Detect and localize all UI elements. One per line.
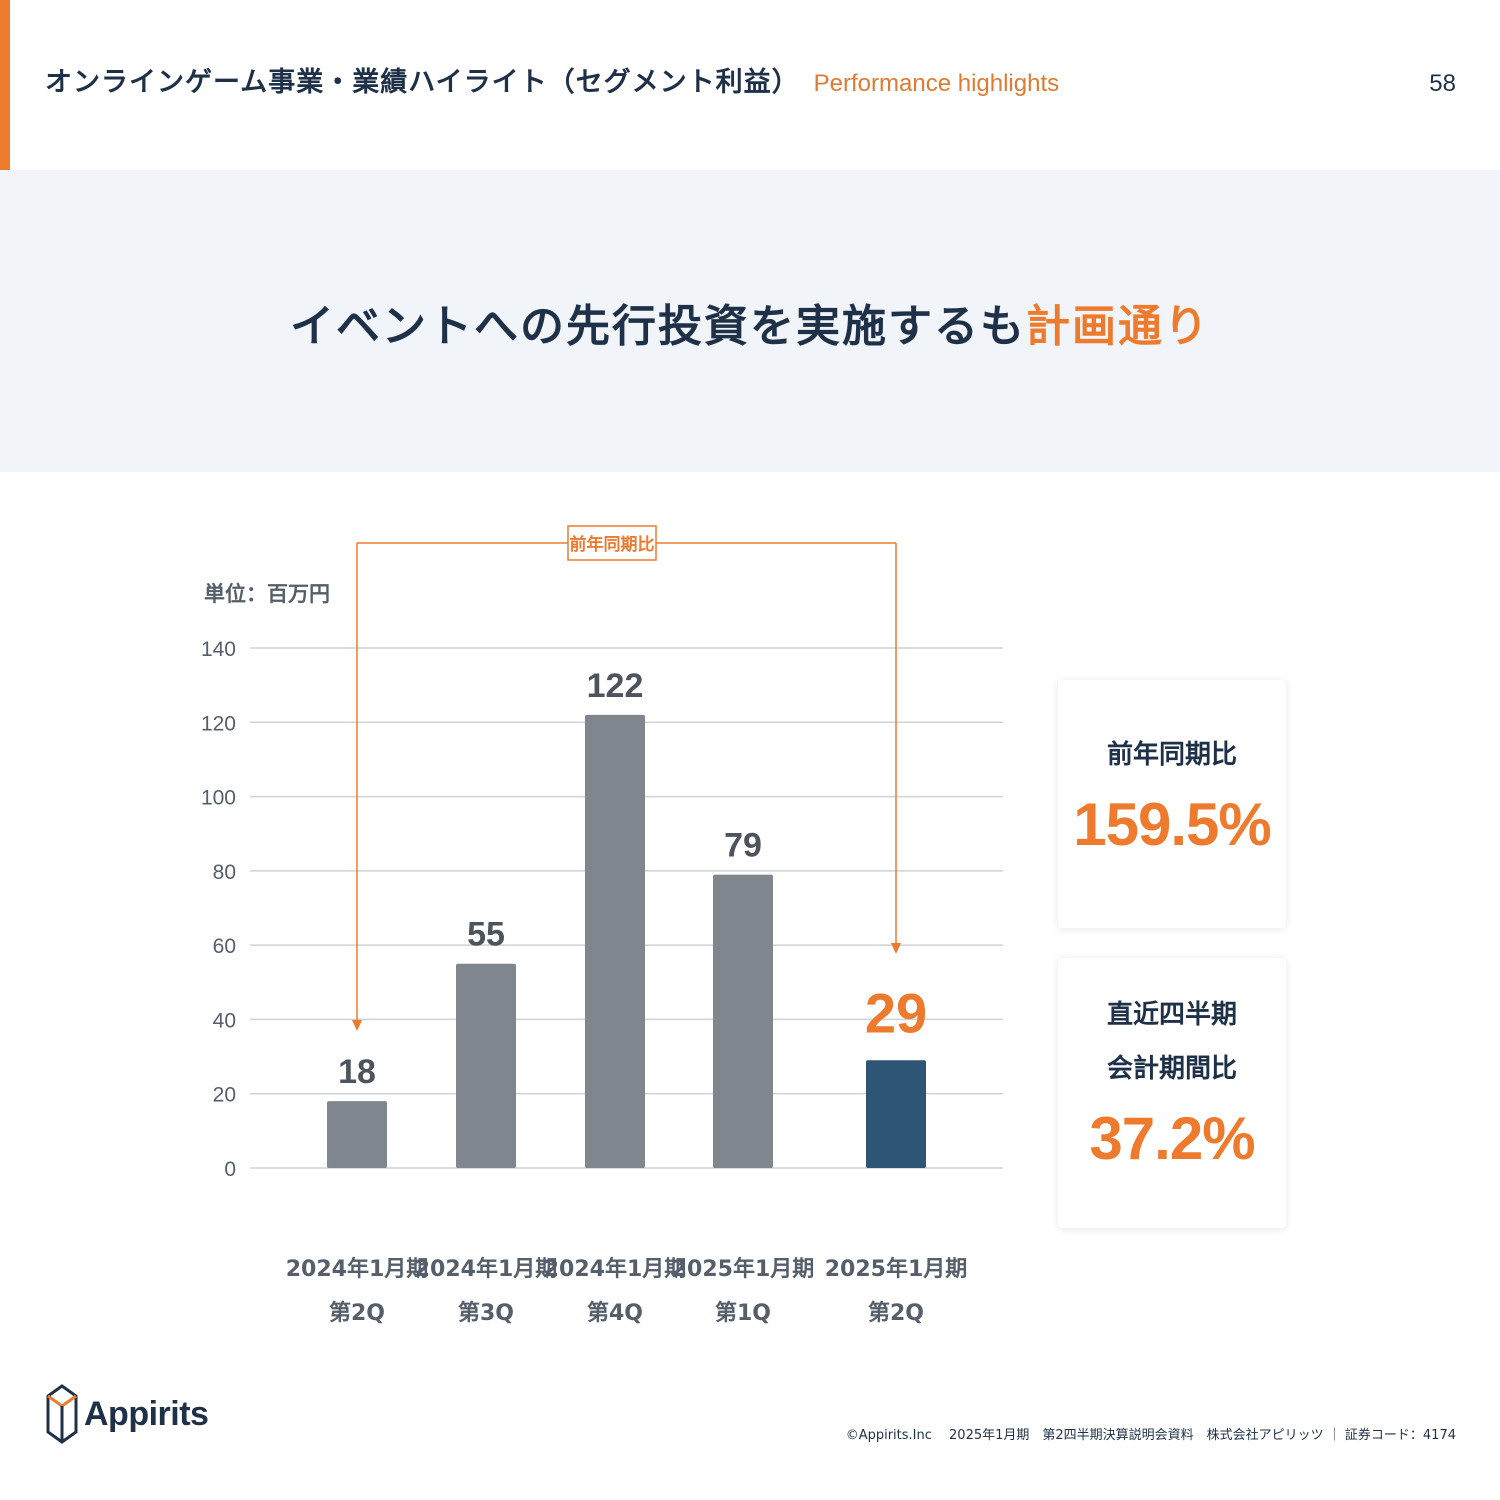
headline-main: イベントへの先行投資を実施するも xyxy=(290,301,1026,352)
x-tick-label: 第2Q xyxy=(329,1300,385,1326)
x-tick-label: 2025年1月期 xyxy=(672,1256,815,1282)
kpi-qoq-value: 37.2% xyxy=(1089,1105,1255,1172)
y-tick-label: 40 xyxy=(213,1009,236,1032)
bar xyxy=(456,963,516,1168)
annotation-label: 前年同期比 xyxy=(570,534,655,555)
kpi-qoq-label-line2: 会計期間比 xyxy=(1106,1054,1237,1084)
x-tick-label: 第4Q xyxy=(587,1300,643,1326)
bar xyxy=(585,714,645,1168)
kpi-yoy-label: 前年同期比 xyxy=(1106,740,1237,770)
page-subtitle: Performance highlights xyxy=(813,70,1060,97)
page-number: 58 xyxy=(1429,70,1456,97)
unit-label: 単位：百万円 xyxy=(204,582,330,606)
x-tick-label: 2024年1月期 xyxy=(286,1256,429,1282)
bar-value-label: 79 xyxy=(724,827,762,865)
y-tick-label: 100 xyxy=(201,787,236,810)
x-tick-label: 第3Q xyxy=(458,1300,514,1326)
copyright: ©Appirits.Inc 2025年1月期 第2四半期決算説明会資料 株式会社… xyxy=(845,1428,1456,1443)
x-tick-label: 2025年1月期 xyxy=(825,1256,968,1282)
segment-profit-chart: 単位：百万円 0 20 40 60 80 100 120 140 18 2024年1月期 第2Q 55… xyxy=(0,500,1040,1360)
bar-value-label: 55 xyxy=(467,916,505,954)
annotation-box xyxy=(567,525,657,561)
x-tick-label: 第1Q xyxy=(715,1300,771,1326)
bar-value-label: 122 xyxy=(587,667,644,705)
cube-logo-icon xyxy=(46,1384,78,1444)
y-tick-label: 0 xyxy=(224,1158,236,1181)
x-tick-label: 2024年1月期 xyxy=(415,1256,558,1282)
annotation-arrow-right xyxy=(891,943,901,954)
kpi-qoq-label-line1: 直近四半期 xyxy=(1106,1000,1237,1030)
bar xyxy=(327,1101,387,1168)
x-tick-label: 第2Q xyxy=(868,1300,924,1326)
page-title: オンラインゲーム事業・業績ハイライト（セグメント利益） xyxy=(45,67,800,98)
bar xyxy=(866,1060,926,1168)
x-tick-label: 2024年1月期 xyxy=(544,1256,687,1282)
y-tick-label: 140 xyxy=(201,638,236,661)
y-tick-label: 60 xyxy=(213,935,236,958)
annotation-arrow-left xyxy=(352,1020,362,1031)
y-tick-label: 120 xyxy=(201,712,236,735)
appirits-logo: Appirits xyxy=(46,1384,209,1444)
y-tick-label: 20 xyxy=(213,1084,236,1107)
accent-bar xyxy=(0,0,10,170)
headline: イベントへの先行投資を実施するも計画通り xyxy=(0,290,1500,354)
headline-highlight: 計画通り xyxy=(1026,301,1210,352)
bar-value-label: 29 xyxy=(865,981,927,1044)
kpi-card-yoy: 前年同期比 159.5% xyxy=(1058,680,1286,928)
kpi-card-qoq: 直近四半期 会計期間比 37.2% xyxy=(1058,958,1286,1228)
bar-chart-svg: 020406080100120140182024年1月期第2Q552024年1月… xyxy=(201,525,1003,1326)
bar xyxy=(713,874,773,1168)
y-tick-label: 80 xyxy=(213,861,236,884)
logo-text: Appirits xyxy=(84,1394,209,1433)
bar-value-label: 18 xyxy=(338,1053,376,1091)
kpi-yoy-value: 159.5% xyxy=(1073,791,1272,858)
page-header: オンラインゲーム事業・業績ハイライト（セグメント利益） Performance … xyxy=(45,60,1059,120)
headline-banner: イベントへの先行投資を実施するも計画通り xyxy=(0,170,1500,472)
